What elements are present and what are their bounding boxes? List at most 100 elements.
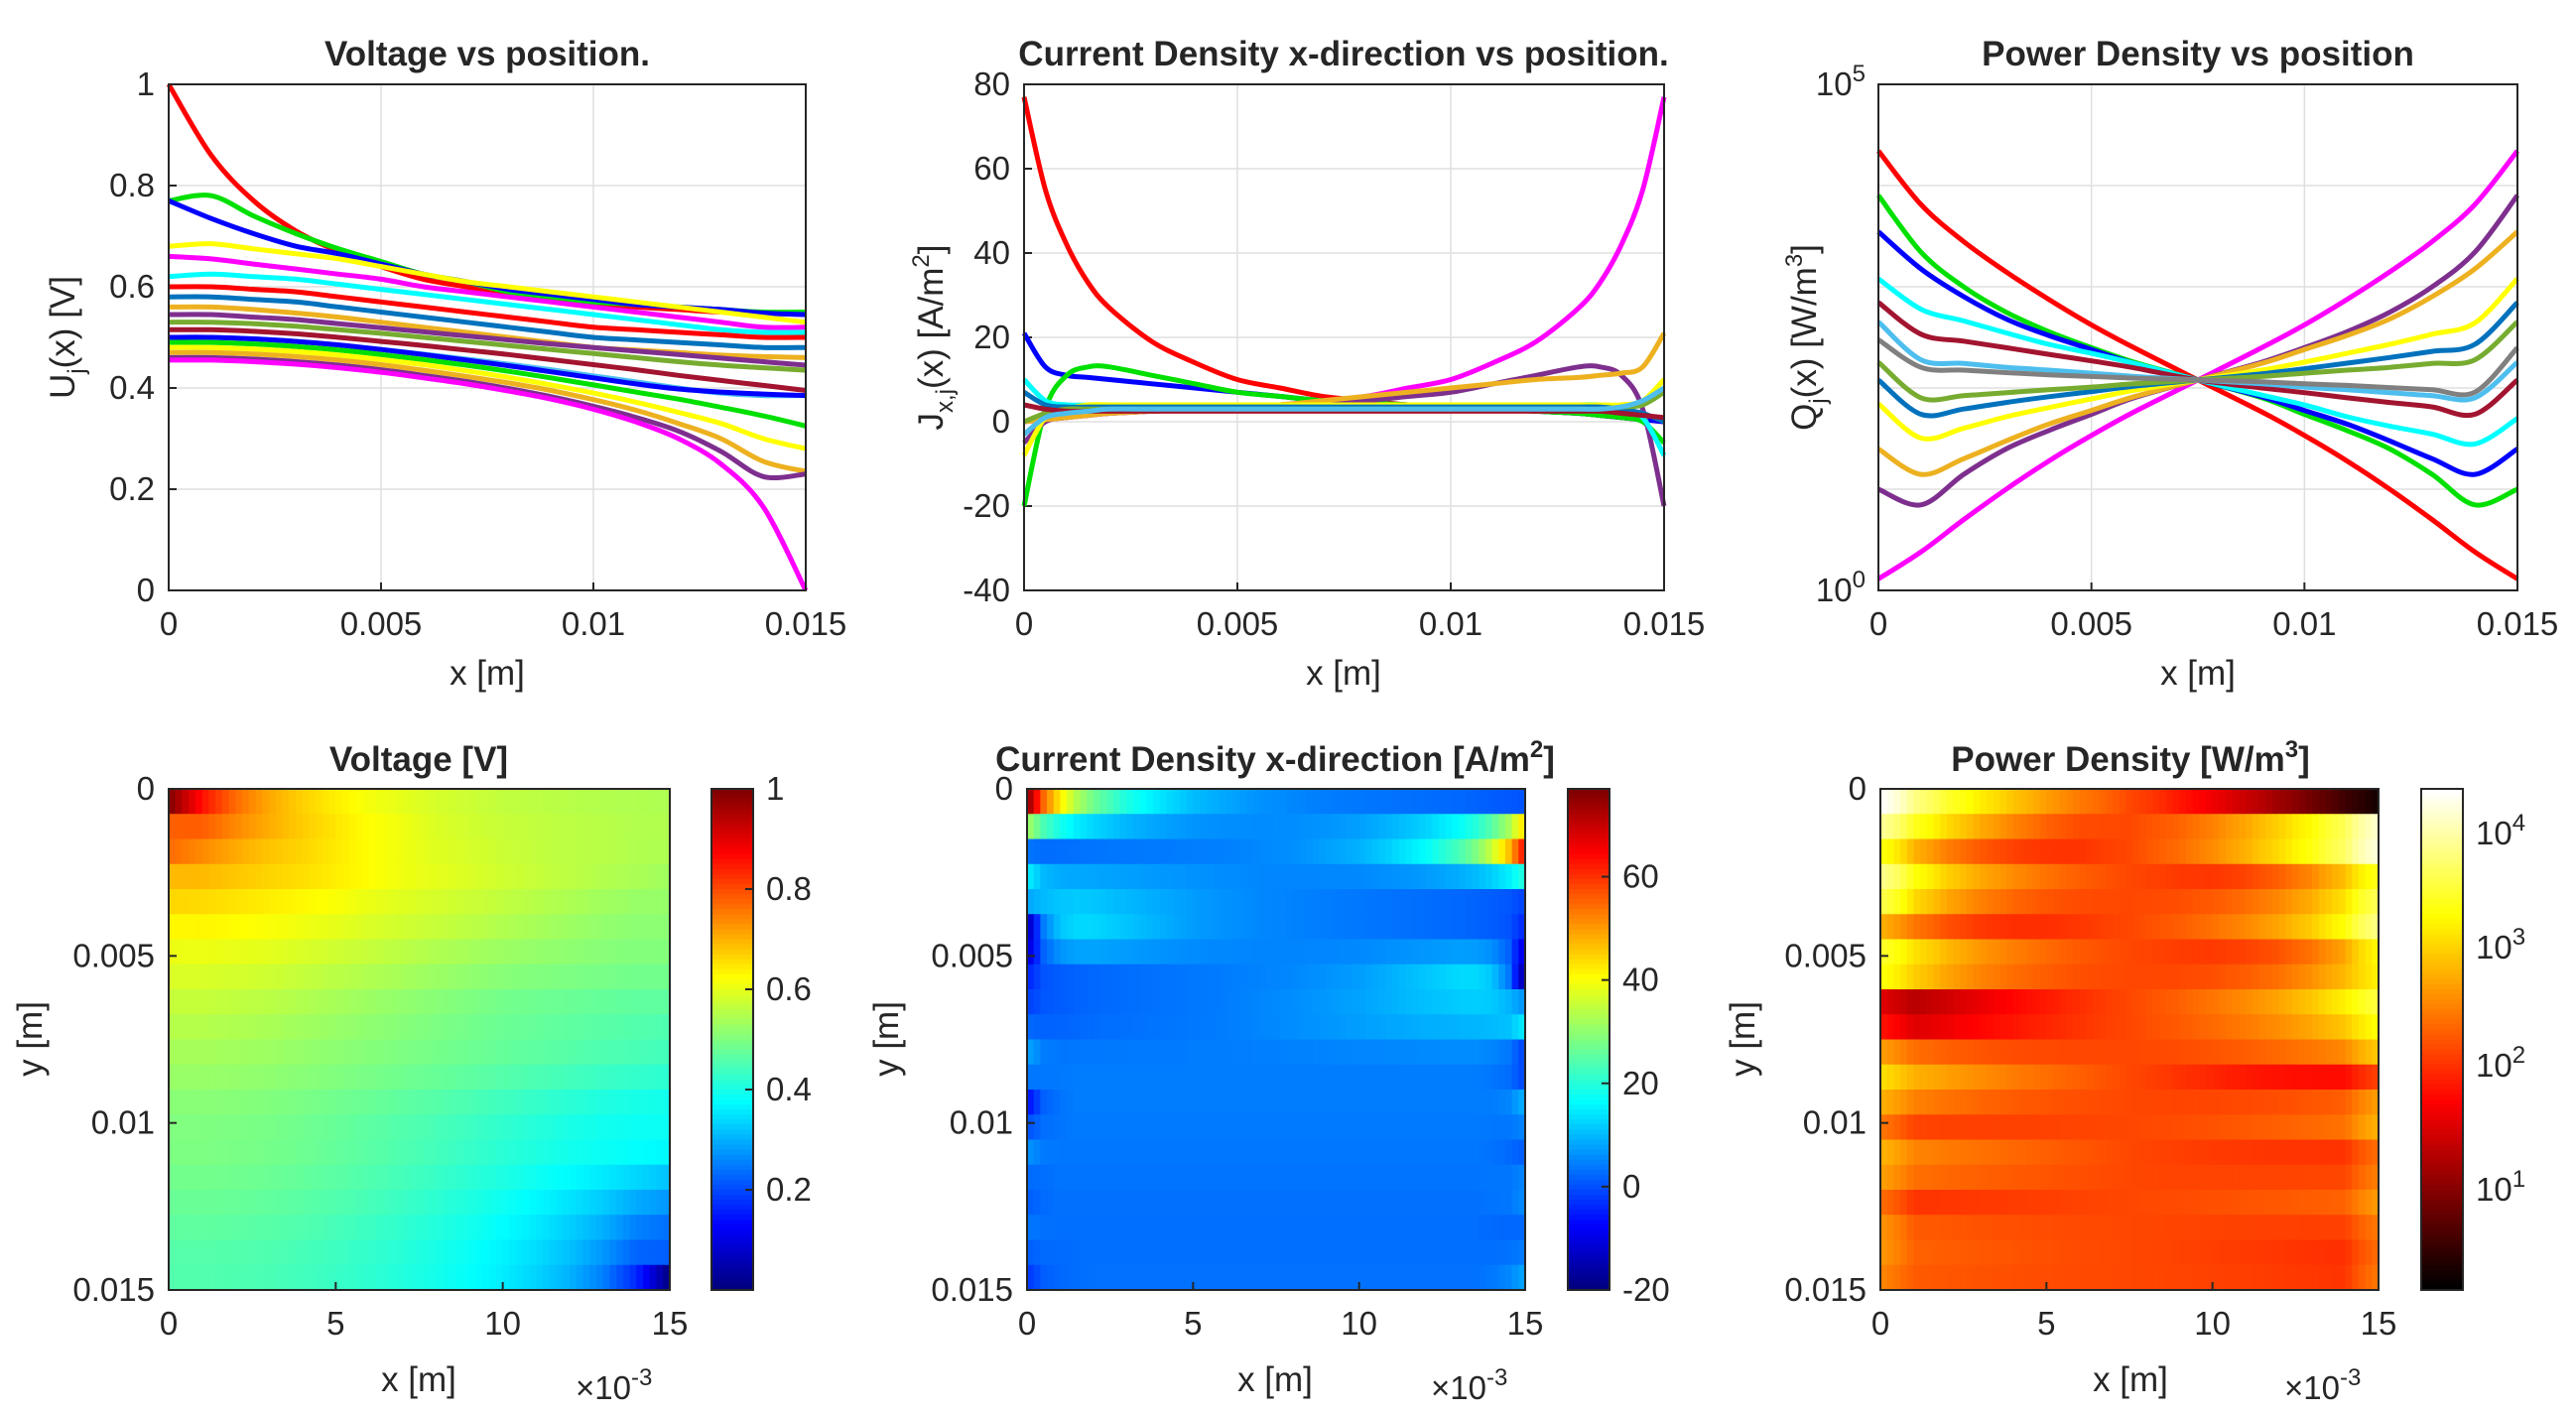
heatmap-cell xyxy=(1245,1064,1254,1091)
heatmap-cell xyxy=(495,789,504,815)
heatmap-cell xyxy=(416,1039,424,1066)
heatmap-cell xyxy=(402,889,410,915)
heatmap-cell xyxy=(1385,1264,1393,1291)
heatmap-cell xyxy=(1418,1064,1427,1091)
heatmap-cell xyxy=(429,1190,437,1216)
heatmap-cell xyxy=(289,1215,297,1241)
heatmap-cell xyxy=(2365,1139,2373,1166)
heatmap-cell xyxy=(436,1014,444,1041)
heatmap-cell xyxy=(1173,1014,1181,1041)
heatmap-cell xyxy=(2086,889,2094,915)
heatmap-cell xyxy=(643,1090,651,1115)
heatmap-cell xyxy=(1960,1114,1968,1141)
heatmap-cell xyxy=(1060,1164,1068,1191)
heatmap-cell xyxy=(1385,1014,1393,1041)
heatmap-cell xyxy=(482,939,490,965)
heatmap-cell xyxy=(443,1264,451,1291)
heatmap-cell xyxy=(495,1139,504,1166)
heatmap-cell xyxy=(1173,1264,1181,1291)
y-tick-label: 100 xyxy=(1816,567,1866,608)
heatmap-cell xyxy=(2352,838,2360,865)
heatmap-cell xyxy=(1920,1164,1928,1191)
heatmap-cell xyxy=(275,863,284,890)
heatmap-cell xyxy=(2125,889,2133,915)
heatmap-cell xyxy=(1906,1139,1915,1166)
heatmap-cell xyxy=(2165,838,2174,865)
heatmap-cell xyxy=(194,964,203,990)
heatmap-cell xyxy=(1980,1239,1988,1266)
colorbar-swatch xyxy=(2421,973,2463,980)
heatmap-cell xyxy=(1498,789,1506,815)
heatmap-cell xyxy=(1378,814,1387,840)
heatmap-cell xyxy=(1292,1064,1301,1091)
heatmap-cell xyxy=(402,1164,410,1191)
heatmap-cell xyxy=(1900,1114,1908,1141)
heatmap-cell xyxy=(2019,1014,2027,1041)
heatmap-cell xyxy=(2032,1090,2041,1115)
heatmap-cell xyxy=(175,1090,184,1115)
heatmap-cell xyxy=(2205,789,2214,815)
series-group xyxy=(166,82,809,592)
heatmap-cell xyxy=(2232,1239,2241,1266)
heatmap-cell xyxy=(1306,1090,1314,1115)
heatmap-cell xyxy=(2066,939,2074,965)
heatmap-cell xyxy=(342,989,350,1015)
heatmap-cell xyxy=(269,889,277,915)
heatmap-cell xyxy=(2093,838,2101,865)
heatmap-cell xyxy=(1206,789,1215,815)
heatmap-cell xyxy=(2099,1064,2108,1091)
heatmap-cell xyxy=(649,1239,658,1266)
heatmap-cell xyxy=(2139,1215,2147,1241)
axes-box xyxy=(168,788,671,1291)
heatmap-cell xyxy=(516,989,524,1015)
heatmap-cell xyxy=(1286,1164,1294,1191)
heatmap-cell xyxy=(289,889,297,915)
heatmap-cell xyxy=(355,1039,363,1066)
heatmap-cell xyxy=(316,1139,323,1166)
heatmap-cell xyxy=(316,964,323,990)
heatmap-cell xyxy=(2365,1190,2373,1216)
heatmap-cell xyxy=(228,964,236,990)
colorbar-swatch xyxy=(1568,1124,1610,1130)
heatmap-cell xyxy=(649,1114,658,1141)
heatmap-cell xyxy=(221,838,230,865)
axes-box xyxy=(1879,788,2380,1291)
heatmap-cell xyxy=(489,1239,497,1266)
heatmap-cell xyxy=(1418,964,1427,990)
heatmap-cell xyxy=(1047,1064,1055,1091)
heatmap-cell xyxy=(1946,789,1955,815)
heatmap-cell xyxy=(475,1239,484,1266)
heatmap-cell xyxy=(2145,1114,2154,1141)
heatmap-cell xyxy=(1385,989,1393,1015)
heatmap-cell xyxy=(2345,889,2353,915)
heatmap-cell xyxy=(2172,1064,2180,1091)
heatmap-cell xyxy=(1220,1039,1227,1066)
heatmap-cell xyxy=(2332,939,2340,965)
heatmap-cell xyxy=(1259,939,1267,965)
heatmap-cell xyxy=(1504,989,1513,1015)
series-line-10 xyxy=(168,320,807,373)
colorbar-swatch xyxy=(1568,1154,1610,1161)
heatmap-cell xyxy=(242,939,250,965)
heatmap-cell xyxy=(436,814,444,840)
heatmap-cell xyxy=(295,939,304,965)
heatmap-cell xyxy=(2291,989,2300,1015)
heatmap-cell xyxy=(429,889,437,915)
heatmap-cell xyxy=(1113,838,1121,865)
heatmap-cell xyxy=(595,1264,604,1291)
heatmap-cell xyxy=(1272,1239,1280,1266)
heatmap-cell xyxy=(1047,914,1055,941)
heatmap-cell xyxy=(1445,1064,1453,1091)
heatmap-cell xyxy=(1292,964,1301,990)
heatmap-cell xyxy=(348,1014,357,1041)
heatmap-cell xyxy=(2159,814,2167,840)
heatmap-cell xyxy=(2246,814,2254,840)
heatmap-cell xyxy=(1179,863,1188,890)
heatmap-cell xyxy=(1040,939,1048,965)
heatmap-cell xyxy=(2145,1139,2154,1166)
heatmap-cell xyxy=(536,1264,544,1291)
heatmap-cell xyxy=(1286,889,1294,915)
y-axis-label: y [m] xyxy=(867,1001,906,1077)
colorbar-tick-label: 60 xyxy=(1622,858,1659,895)
heatmap-cell xyxy=(322,889,330,915)
